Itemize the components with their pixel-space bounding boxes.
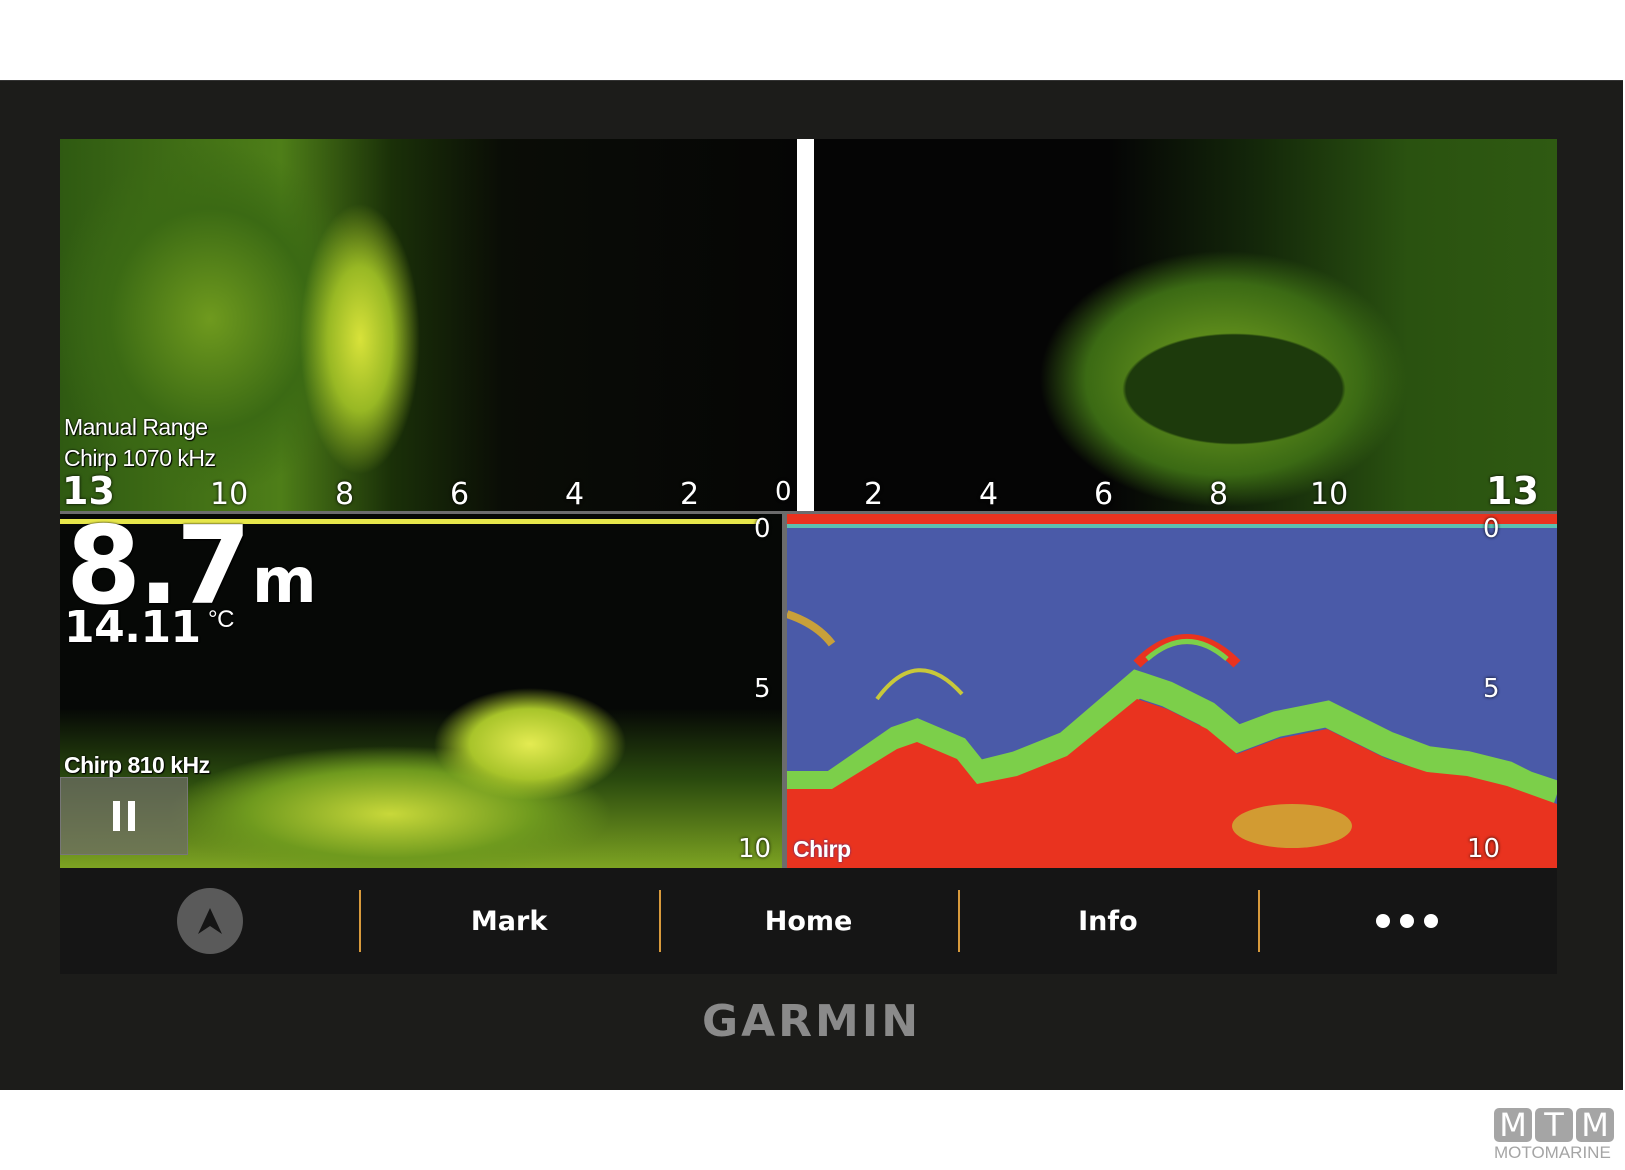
range-mode-label: Manual Range: [64, 414, 208, 440]
depth-tick: 10: [1467, 834, 1501, 864]
scale-tick: 6: [1094, 477, 1114, 511]
chirp-label: Chirp: [793, 836, 851, 862]
sidescan-center-line: [797, 139, 814, 511]
scale-tick: 13: [62, 469, 115, 511]
scale-tick: 0: [775, 477, 792, 507]
depth-tick: 0: [754, 514, 771, 544]
bottom-echo-edge: [787, 669, 1557, 807]
traditional-frequency-label: Chirp 810 kHz: [64, 752, 210, 778]
mark-button[interactable]: Mark: [359, 868, 658, 974]
scale-tick: 4: [979, 477, 999, 511]
watermark-letter: M: [1576, 1108, 1614, 1142]
traditional-sonar-panel[interactable]: 8.7 m 14.11 °C Chirp 810 kHz 0 5 10: [60, 514, 782, 868]
depth-unit: m: [252, 544, 317, 617]
fish-arch: [875, 668, 964, 701]
depth-tick: 5: [754, 674, 771, 704]
surface-band: [787, 514, 1557, 524]
bottom-echo-detail: [1232, 804, 1352, 848]
panel-divider: [782, 514, 787, 868]
temperature-unit: °C: [208, 606, 234, 633]
sidescan-left-panel[interactable]: Manual Range Chirp 1070 kHz 13 10 8 6 4 …: [60, 139, 797, 511]
depth-tick: 5: [1483, 674, 1500, 704]
depth-tick: 10: [738, 834, 772, 864]
home-button[interactable]: Home: [658, 868, 958, 974]
watermark-letter: T: [1535, 1108, 1573, 1142]
surface-line: [60, 519, 760, 524]
watermark-name: MOTOMARINE: [1494, 1143, 1611, 1162]
navigation-arrow-icon: [176, 888, 243, 954]
screen: Manual Range Chirp 1070 kHz 13 10 8 6 4 …: [60, 139, 1557, 974]
info-button[interactable]: Info: [958, 868, 1257, 974]
panel-divider: [60, 511, 1557, 514]
scale-tick: 2: [680, 477, 700, 511]
chartplotter-device: Manual Range Chirp 1070 kHz 13 10 8 6 4 …: [0, 80, 1623, 1090]
scale-tick: 10: [1310, 477, 1349, 511]
chirp-sonar-panel[interactable]: 0 5 10 Chirp: [787, 514, 1557, 868]
pause-icon: [113, 801, 120, 831]
depth-value: 8.7: [66, 514, 251, 629]
scale-tick: 8: [335, 477, 355, 511]
water-temperature: 14.11: [64, 602, 201, 653]
pause-icon: [128, 801, 135, 831]
scale-tick: 6: [450, 477, 470, 511]
bottom-echo: [787, 699, 1557, 868]
soft-key-bar: Mark Home Info: [60, 868, 1557, 974]
surface-band: [787, 524, 1557, 528]
watermark-letter: M: [1494, 1108, 1532, 1142]
navigation-button[interactable]: [60, 868, 359, 974]
fish-arch: [787, 610, 836, 647]
scale-tick: 2: [864, 477, 884, 511]
fish-arch: [1145, 639, 1229, 661]
scale-tick: 10: [210, 477, 249, 511]
scale-tick: 4: [565, 477, 585, 511]
scale-tick: 13: [1486, 469, 1539, 511]
more-dots-icon: [1376, 914, 1439, 928]
sidescan-right-panel[interactable]: 2 4 6 8 10 13: [814, 139, 1557, 511]
scale-tick: 8: [1209, 477, 1229, 511]
chirp-sonar-image: [787, 514, 1557, 868]
garmin-logo: GARMIN: [701, 996, 922, 1047]
depth-tick: 0: [1483, 514, 1500, 544]
more-button[interactable]: [1257, 868, 1557, 974]
sidescan-frequency-label: Chirp 1070 kHz: [64, 445, 216, 471]
pause-button[interactable]: [60, 777, 188, 855]
